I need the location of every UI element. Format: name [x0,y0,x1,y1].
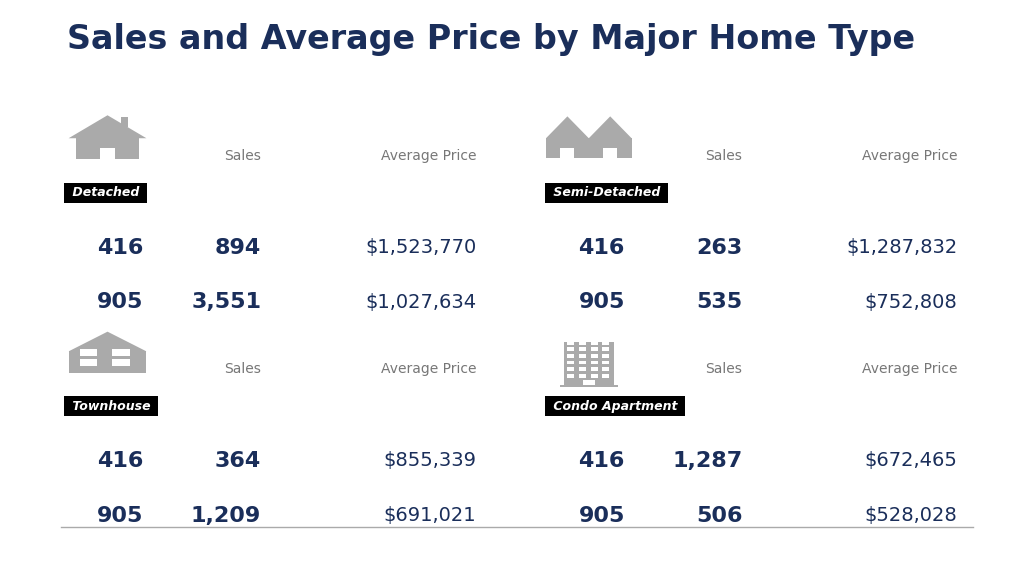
Text: Average Price: Average Price [381,149,476,162]
FancyBboxPatch shape [560,385,618,388]
Text: Sales: Sales [224,149,261,162]
Text: Detached: Detached [68,187,143,199]
FancyBboxPatch shape [602,367,609,371]
FancyBboxPatch shape [602,341,609,345]
Text: 416: 416 [97,451,143,471]
Text: Semi-Detached: Semi-Detached [549,187,665,199]
Polygon shape [69,115,146,138]
Text: 905: 905 [579,506,625,525]
Text: $672,465: $672,465 [864,452,957,470]
FancyBboxPatch shape [602,361,609,365]
Text: 894: 894 [215,238,261,257]
Text: 506: 506 [696,506,742,525]
Polygon shape [589,116,632,138]
FancyBboxPatch shape [69,351,146,373]
Text: Sales: Sales [224,362,261,376]
Text: Sales and Average Price by Major Home Type: Sales and Average Price by Major Home Ty… [67,23,914,56]
FancyBboxPatch shape [567,367,574,371]
FancyBboxPatch shape [546,138,589,158]
FancyBboxPatch shape [563,342,614,385]
FancyBboxPatch shape [567,347,574,351]
Text: 535: 535 [696,293,742,312]
FancyBboxPatch shape [580,361,586,365]
FancyBboxPatch shape [80,349,97,356]
Polygon shape [546,116,589,138]
FancyBboxPatch shape [591,341,598,345]
Text: Condo Apartment: Condo Apartment [549,400,682,412]
FancyBboxPatch shape [567,374,574,378]
Text: Average Price: Average Price [381,362,476,376]
FancyBboxPatch shape [591,347,598,351]
FancyBboxPatch shape [603,148,617,158]
Text: 416: 416 [97,238,143,257]
Text: $1,027,634: $1,027,634 [365,293,476,312]
Text: 364: 364 [215,451,261,471]
Text: Townhouse: Townhouse [68,400,155,412]
FancyBboxPatch shape [591,374,598,378]
FancyBboxPatch shape [99,148,116,159]
FancyBboxPatch shape [113,359,130,366]
FancyBboxPatch shape [580,341,586,345]
Text: Sales: Sales [706,149,742,162]
FancyBboxPatch shape [602,347,609,351]
Text: 263: 263 [696,238,742,257]
FancyBboxPatch shape [80,359,97,366]
Text: 416: 416 [579,238,625,257]
Text: 1,209: 1,209 [190,506,261,525]
FancyBboxPatch shape [591,367,598,371]
FancyBboxPatch shape [602,354,609,358]
FancyBboxPatch shape [580,367,586,371]
Text: Sales: Sales [706,362,742,376]
FancyBboxPatch shape [121,118,128,127]
Text: $1,287,832: $1,287,832 [846,238,957,257]
Polygon shape [69,332,146,351]
Text: $691,021: $691,021 [384,506,476,525]
FancyBboxPatch shape [583,380,595,385]
Text: $855,339: $855,339 [383,452,476,470]
FancyBboxPatch shape [567,361,574,365]
FancyBboxPatch shape [76,138,139,159]
FancyBboxPatch shape [580,374,586,378]
Text: 905: 905 [579,293,625,312]
Text: 416: 416 [579,451,625,471]
FancyBboxPatch shape [591,361,598,365]
Text: $1,523,770: $1,523,770 [365,238,476,257]
FancyBboxPatch shape [589,138,632,158]
FancyBboxPatch shape [567,354,574,358]
Text: Average Price: Average Price [862,149,957,162]
FancyBboxPatch shape [560,148,574,158]
FancyBboxPatch shape [113,349,130,356]
Text: 1,287: 1,287 [672,451,742,471]
FancyBboxPatch shape [591,354,598,358]
Text: 905: 905 [97,293,143,312]
Text: 905: 905 [97,506,143,525]
FancyBboxPatch shape [580,354,586,358]
Text: Average Price: Average Price [862,362,957,376]
FancyBboxPatch shape [602,374,609,378]
Text: $752,808: $752,808 [864,293,957,312]
Text: $528,028: $528,028 [864,506,957,525]
Text: 3,551: 3,551 [191,293,261,312]
FancyBboxPatch shape [567,341,574,345]
FancyBboxPatch shape [580,347,586,351]
